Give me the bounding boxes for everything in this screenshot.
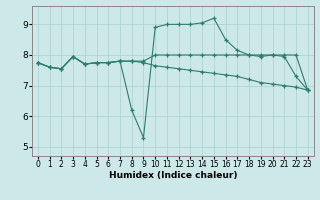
X-axis label: Humidex (Indice chaleur): Humidex (Indice chaleur): [108, 171, 237, 180]
